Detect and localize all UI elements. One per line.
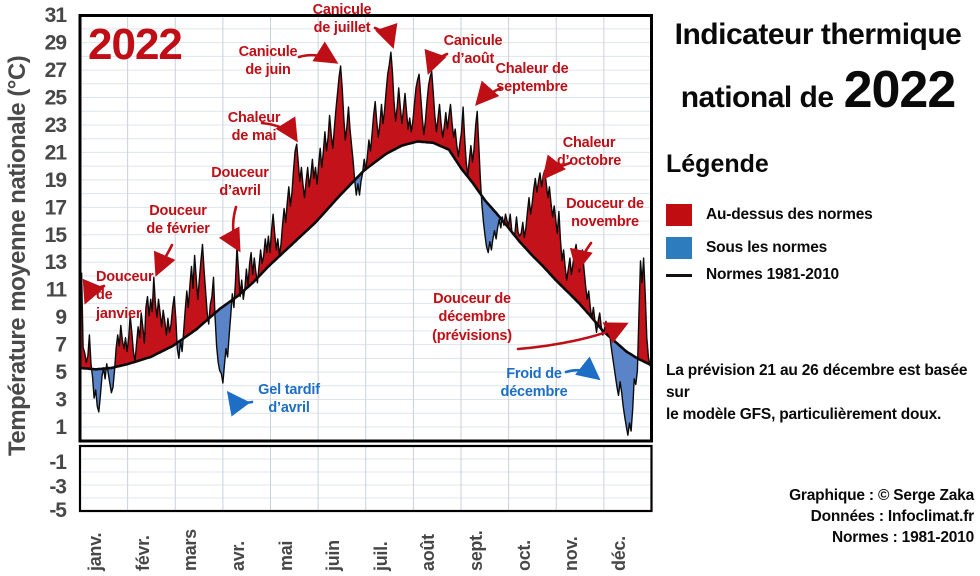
area-below-normals <box>91 368 104 412</box>
month-label: juin <box>323 540 344 571</box>
arrow-novembre <box>569 241 593 274</box>
annotation-douceur-avril: Douceur d’avril <box>211 165 269 200</box>
y-tick-label: 5 <box>55 361 67 384</box>
y-tick-label: 13 <box>45 251 67 274</box>
legend-label-above-normals: Au-dessus des normes <box>706 206 873 223</box>
legend-label-normals: Normes 1981-2010 <box>706 266 839 283</box>
area-above-normals <box>257 66 355 278</box>
year-series-line <box>79 51 653 436</box>
legend-swatch-blue <box>666 237 692 259</box>
month-label: mars <box>180 529 201 571</box>
arrow-fevrier <box>153 243 176 277</box>
y-tick-label: 9 <box>55 306 66 329</box>
month-label: nov. <box>561 536 582 571</box>
area-above-normals <box>513 170 592 318</box>
legend-item-below-normals: Sous les normes <box>666 237 827 259</box>
y-tick-label: 29 <box>45 32 67 55</box>
arrow-aout <box>424 48 449 75</box>
y-tick-label: 7 <box>55 334 66 357</box>
y-tick-label: 15 <box>45 224 68 247</box>
annotation-douceur-novembre: Douceur de novembre <box>566 196 644 231</box>
area-below-normals <box>610 337 638 436</box>
page-title-line2: national de 2022 <box>658 60 978 120</box>
y-tick-label: 31 <box>45 4 68 27</box>
arrow-dec-previsions <box>516 322 629 351</box>
month-label: févr. <box>132 535 153 571</box>
month-label: déc. <box>608 536 629 571</box>
legend-label-below-normals: Sous les normes <box>706 239 828 256</box>
legend-swatch-red <box>666 204 692 226</box>
legend-item-above-normals: Au-dessus des normes <box>666 204 873 226</box>
arrow-froid-decembre <box>564 356 601 381</box>
month-label: avr. <box>227 541 248 571</box>
annotation-arrows <box>82 23 629 417</box>
y-tick-label: -5 <box>49 499 67 522</box>
annotation-douceur-fevrier: Douceur de février <box>146 203 210 238</box>
forecast-note: La prévision 21 au 26 décembre est basée… <box>666 362 968 423</box>
annotation-canicule-aout: Canicule d’août <box>443 33 503 68</box>
month-label: sept. <box>466 530 486 571</box>
annotation-canicule-juin: Canicule de juin <box>238 44 298 79</box>
plot-frame <box>78 14 653 443</box>
y-tick-label: 23 <box>45 114 67 137</box>
plot-frame-lower <box>78 444 653 513</box>
annotation-gel-tardif-avril: Gel tardif d’avril <box>258 382 320 417</box>
annotation-douceur-janvier: Douceur de janvier <box>96 269 154 322</box>
chart-year-label: 2022 <box>88 20 183 69</box>
arrow-juillet <box>373 23 398 49</box>
annotation-chaleur-septembre: Chaleur de septembre <box>495 61 569 96</box>
page-title-year: 2022 <box>843 61 957 119</box>
legend-normals-line-icon <box>666 273 692 277</box>
y-tick-label: -3 <box>49 476 66 499</box>
area-above-normals <box>183 244 208 339</box>
area-below-normals <box>481 195 502 253</box>
y-tick-label: -1 <box>49 451 67 474</box>
y-tick-label: 3 <box>55 389 66 412</box>
page-title-prefix: national de <box>680 81 834 114</box>
arrow-septembre <box>475 80 503 106</box>
annotation-canicule-juillet: Canicule de juillet <box>312 2 372 37</box>
y-axis-title: Température moyenne nationale (°C) <box>4 55 31 456</box>
legend-heading: Légende <box>666 150 769 178</box>
right-panel: Indicateur thermique national de 2022 Lé… <box>658 0 980 576</box>
annotation-chaleur-mai: Chaleur de mai <box>227 110 281 145</box>
legend-item-normals-line: Normes 1981-2010 <box>666 266 839 284</box>
annotation-froid-decembre: Froid de décembre <box>500 366 568 401</box>
arrow-janvier <box>82 278 106 305</box>
arrow-avril <box>218 205 241 253</box>
arrow-octobre <box>542 154 572 181</box>
page-title-line1: Indicateur thermique <box>674 18 962 51</box>
y-tick-label: 1 <box>55 416 67 439</box>
month-label: août <box>418 534 439 571</box>
y-tick-label: 11 <box>46 279 68 302</box>
area-below-normals <box>214 300 232 383</box>
area-above-normals <box>365 52 482 196</box>
y-tick-label: 25 <box>45 87 68 110</box>
month-label: juil. <box>370 541 391 572</box>
month-label: mai <box>275 540 296 571</box>
y-tick-label: 17 <box>45 196 67 219</box>
arrow-juin <box>297 41 339 64</box>
credits: Graphique : © Serge Zaka Données : Infoc… <box>789 487 974 546</box>
y-tick-label: 27 <box>45 59 67 82</box>
arrow-mai <box>260 116 298 143</box>
page-title: Indicateur thermique national de 2022 <box>658 18 978 120</box>
annotation-douceur-decembre-previsions: Douceur de décembre (prévisions) <box>432 291 512 344</box>
y-tick-label: 19 <box>45 169 67 192</box>
annotation-chaleur-octobre: Chaleur d’octobre <box>556 135 622 170</box>
month-label: oct. <box>513 540 534 571</box>
y-tick-label: 21 <box>45 141 68 164</box>
month-label: janv. <box>85 532 105 571</box>
arrow-gel-avril <box>226 390 254 417</box>
